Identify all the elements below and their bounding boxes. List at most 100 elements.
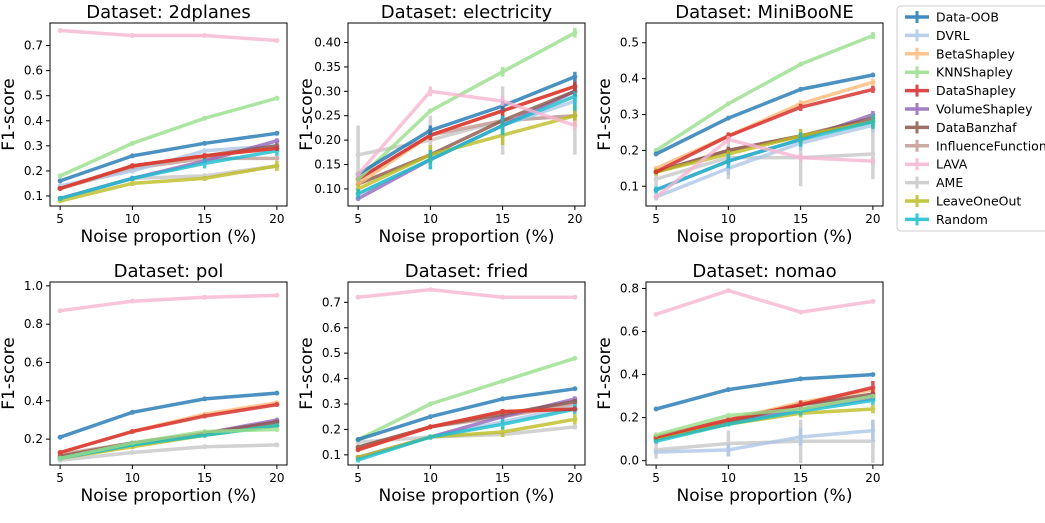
data-point — [129, 175, 135, 181]
series-lava — [355, 287, 578, 300]
legend-item — [905, 29, 929, 42]
series-line — [655, 33, 874, 152]
y-tick-label: 0.2 — [620, 143, 639, 157]
series-line — [357, 356, 576, 442]
y-tick-label: 0.10 — [314, 182, 341, 196]
legend-item — [905, 84, 929, 97]
data-point — [725, 158, 731, 164]
data-point — [500, 378, 506, 384]
series-line — [59, 96, 278, 178]
x-tick-label: 5 — [354, 471, 362, 485]
data-point — [202, 444, 208, 450]
chart-panel: Dataset: pol 5 10 15 20 Noise proportion (%) 0… — [0, 261, 288, 506]
x-axis-label: Noise proportion (%) — [379, 486, 555, 506]
legend-item — [905, 213, 929, 226]
legend-label: LeaveOneOut — [936, 194, 1021, 209]
x-tick-label: 10 — [125, 212, 140, 226]
series-line — [59, 164, 278, 203]
chart-title: Dataset: electricity — [381, 2, 553, 23]
data-point — [427, 108, 433, 114]
data-point — [274, 427, 280, 433]
data-point — [798, 155, 804, 161]
x-tick-label: 20 — [269, 471, 284, 485]
plot-frame — [645, 281, 884, 466]
legend-label: Data-OOB — [936, 10, 999, 25]
series-line — [655, 87, 874, 174]
legend-item — [905, 176, 929, 189]
data-point — [500, 409, 506, 415]
data-point — [653, 438, 659, 444]
data-point — [202, 396, 208, 402]
legend-item — [905, 11, 929, 23]
x-axis-label: Noise proportion (%) — [81, 486, 257, 506]
y-axis-label: F1-score — [297, 337, 317, 409]
series-knnshapley — [653, 393, 876, 438]
x-tick-label: 20 — [865, 471, 880, 485]
data-point — [274, 95, 280, 101]
data-point — [129, 168, 135, 174]
chart-title: Dataset: fried — [405, 261, 529, 282]
data-point — [427, 88, 433, 94]
data-point — [57, 308, 63, 314]
chart-title: Dataset: nomao — [692, 261, 836, 282]
chart-title: Dataset: pol — [114, 261, 224, 282]
data-point — [274, 155, 280, 161]
data-point — [572, 386, 578, 392]
data-point — [202, 160, 208, 166]
data-point — [355, 191, 361, 197]
data-point — [427, 424, 433, 430]
data-point — [653, 406, 659, 412]
data-point — [274, 402, 280, 408]
legend-label: VolumeShapley — [936, 102, 1033, 117]
data-point — [572, 83, 578, 89]
data-point — [274, 138, 280, 144]
x-tick-label: 15 — [495, 212, 510, 226]
data-point — [57, 195, 63, 201]
y-tick-label: 0.4 — [322, 372, 341, 386]
series-knnshapley — [57, 427, 280, 461]
data-point — [57, 434, 63, 440]
plot-frame — [49, 22, 288, 207]
legend-item — [905, 139, 929, 152]
legend-item — [905, 66, 929, 79]
data-point — [653, 449, 659, 455]
y-tick-label: 0.7 — [24, 39, 43, 53]
chart-title: Dataset: 2dplanes — [86, 2, 250, 23]
x-tick-label: 10 — [721, 212, 736, 226]
y-tick-label: 0.6 — [24, 355, 43, 369]
data-point — [798, 376, 804, 382]
data-point — [129, 298, 135, 304]
y-axis-label: F1-score — [297, 78, 317, 150]
legend-label: InfluenceFunction — [936, 138, 1045, 153]
chart-panel: Dataset: electricity 5 10 15 20 Noise proport… — [297, 2, 586, 247]
legend-label: Random — [936, 212, 988, 227]
series-line — [59, 146, 278, 191]
y-tick-label: 0.6 — [620, 325, 639, 339]
plot-frame — [347, 22, 586, 207]
y-tick-label: 0.5 — [322, 346, 341, 360]
series-data-oob — [57, 130, 280, 184]
data-point — [202, 115, 208, 121]
series-line — [59, 402, 278, 455]
y-axis-label: F1-score — [595, 78, 615, 150]
series-line — [357, 407, 575, 452]
legend-item — [905, 103, 929, 115]
data-point — [798, 309, 804, 315]
legend-label: AME — [936, 175, 963, 190]
y-tick-label: 0.3 — [620, 108, 639, 122]
y-tick-label: 0.20 — [314, 133, 341, 147]
data-point — [572, 294, 578, 300]
data-point — [129, 440, 135, 446]
data-point — [355, 457, 361, 463]
data-point — [870, 372, 876, 378]
x-tick-label: 15 — [197, 471, 212, 485]
series-dvrl — [653, 419, 876, 457]
series-leaveoneout — [57, 160, 280, 204]
y-tick-label: 0.35 — [314, 60, 341, 74]
legend-label: BetaShapley — [936, 46, 1015, 61]
data-point — [653, 151, 659, 157]
data-point — [798, 137, 804, 143]
data-point — [500, 421, 506, 427]
y-axis-label: F1-score — [0, 337, 19, 409]
data-point — [355, 171, 361, 177]
